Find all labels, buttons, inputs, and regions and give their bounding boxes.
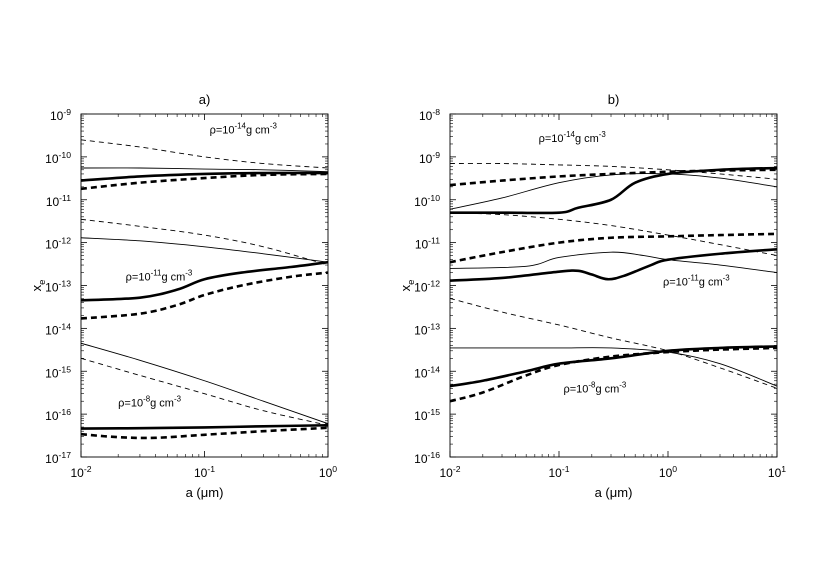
y-tick-label: 10-15 bbox=[45, 364, 71, 380]
x-axis-label: a (μm) bbox=[186, 485, 224, 500]
y-tick-label: 10-15 bbox=[414, 407, 440, 423]
series-line-thin-solid bbox=[450, 251, 777, 274]
series-line-thin-dashed bbox=[81, 218, 328, 266]
x-tick-label: 10-2 bbox=[70, 464, 91, 480]
y-axis-label: xe bbox=[398, 280, 417, 292]
x-axis-label: a (μm) bbox=[595, 485, 633, 500]
series-line-thin-dashed bbox=[81, 139, 328, 169]
y-tick-label: 10-11 bbox=[46, 193, 71, 209]
x-tick-label: 10-2 bbox=[439, 464, 460, 480]
density-annotation: ρ=10-8g cm-3 bbox=[118, 395, 181, 410]
y-tick-label: 10-17 bbox=[45, 450, 71, 466]
x-tick-label: 10-1 bbox=[548, 464, 569, 480]
y-tick-label: 10-16 bbox=[414, 450, 440, 466]
series-line-thick-solid bbox=[81, 423, 328, 430]
y-tick-label: 10-9 bbox=[50, 107, 71, 123]
density-annotation: ρ=10-11g cm-3 bbox=[663, 274, 730, 289]
chart-panel-a: 10-2 10-1 100 10-17 10-16 10-15 10-14 10-13 10-1… bbox=[29, 92, 337, 500]
series-line-thin-solid bbox=[81, 167, 328, 173]
series-line-thick-dashed bbox=[81, 426, 328, 440]
series-line-thin-solid bbox=[450, 173, 777, 210]
x-tick-label: 100 bbox=[319, 464, 337, 480]
series-line-thin-dashed bbox=[81, 357, 328, 426]
series-line-thick-dashed bbox=[450, 168, 777, 187]
series-line-thin-dashed bbox=[450, 162, 777, 180]
y-tick-label: 10-12 bbox=[414, 279, 440, 295]
series-line-thick-solid bbox=[81, 171, 328, 182]
density-annotation: ρ=10-11g cm-3 bbox=[126, 269, 193, 284]
series-line-thick-solid bbox=[450, 247, 777, 282]
series-line-thin-solid bbox=[81, 342, 328, 425]
ticks bbox=[80, 113, 329, 458]
series-group bbox=[450, 162, 777, 403]
y-tick-label: 10-10 bbox=[45, 150, 71, 166]
series-line-thick-dashed bbox=[450, 232, 777, 264]
series-line-thin-dashed bbox=[450, 212, 777, 256]
chart-title: b) bbox=[608, 92, 620, 107]
y-tick-label: 10-11 bbox=[415, 236, 440, 252]
y-tick-label: 10-12 bbox=[45, 236, 71, 252]
x-tick-label: 100 bbox=[659, 464, 677, 480]
plot-frame bbox=[449, 113, 778, 458]
series-line-thin-solid bbox=[450, 347, 777, 387]
y-tick-label: 10-13 bbox=[414, 321, 440, 337]
density-annotation: ρ=10-14g cm-3 bbox=[539, 130, 607, 145]
y-tick-label: 10-8 bbox=[419, 107, 440, 123]
series-line-thick-solid bbox=[81, 260, 328, 302]
svg-text:xe: xe bbox=[29, 280, 48, 292]
x-tick-label: 101 bbox=[768, 464, 786, 480]
y-axis-label: xe bbox=[29, 280, 48, 292]
series-line-thick-dashed bbox=[81, 172, 328, 191]
y-tick-label: 10-14 bbox=[45, 321, 71, 337]
y-tick-label: 10-14 bbox=[414, 364, 440, 380]
x-tick-label: 10-1 bbox=[194, 464, 215, 480]
series-line-thick-dashed bbox=[450, 346, 777, 403]
chart-panel-b: 10-2 10-1 100 101 10-16 10-15 10-14 10-13 10-12 1… bbox=[398, 92, 786, 500]
series-line-thin-solid bbox=[81, 237, 328, 263]
chart-title: a) bbox=[199, 92, 211, 107]
density-annotation: ρ=10-8g cm-3 bbox=[564, 380, 627, 395]
y-tick-label: 10-9 bbox=[419, 150, 440, 166]
y-tick-label: 10-10 bbox=[414, 193, 440, 209]
y-tick-label: 10-16 bbox=[45, 407, 71, 423]
series-line-thick-dashed bbox=[81, 271, 328, 320]
y-tick-label: 10-13 bbox=[45, 279, 71, 295]
svg-text:xe: xe bbox=[398, 280, 417, 292]
ticks bbox=[449, 113, 778, 458]
series-line-thin-dashed bbox=[450, 297, 777, 389]
density-annotation: ρ=10-14g cm-3 bbox=[210, 122, 278, 137]
series-group bbox=[81, 139, 328, 440]
series-line-thick-solid bbox=[450, 345, 777, 388]
